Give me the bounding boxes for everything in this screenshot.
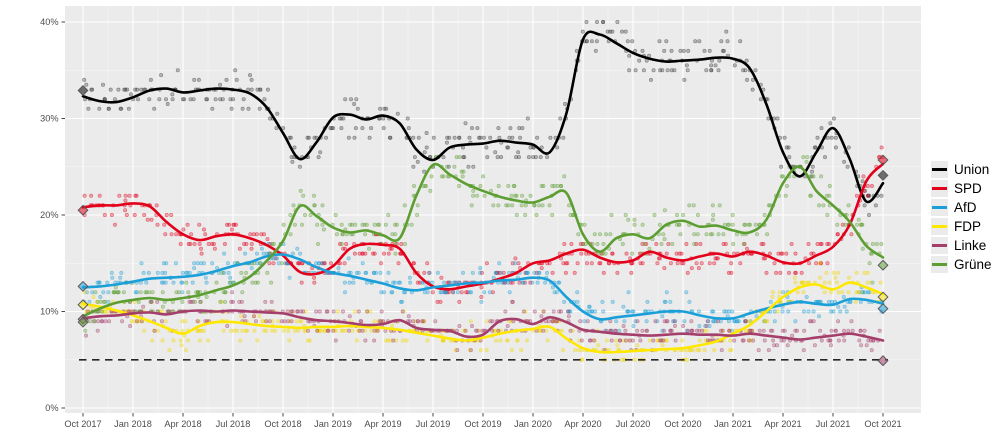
x-tick-label: Jul 2018: [216, 419, 251, 429]
legend-item-spd: SPD: [931, 179, 992, 198]
legend-key-line-icon: [932, 187, 947, 190]
x-tick-label: Jul 2020: [616, 419, 651, 429]
gridlines: [65, 6, 921, 413]
election-result-marker-grüne-2021: [877, 259, 889, 271]
legend-key-spd: [931, 180, 948, 197]
x-axis: Oct 2017 Jan 2018 Apr 2018 Jul 2018 Oct 2018…: [64, 413, 902, 429]
election-result-marker-afd-2017: [77, 280, 89, 292]
x-tick-label: Apr 2018: [164, 419, 201, 429]
x-tick-label: Jan 2020: [514, 419, 552, 429]
y-tick-label: 20%: [40, 210, 58, 220]
y-tick-label: 0%: [45, 403, 58, 413]
legend-key-line-icon: [932, 206, 947, 209]
legend-label: SPD: [954, 180, 982, 196]
legend-label: AfD: [954, 199, 977, 215]
election-result-marker-spd-2021: [877, 154, 889, 166]
y-axis: 0% 10% 20% 30% 40%: [40, 17, 65, 413]
legend-item-afd: AfD: [931, 198, 992, 217]
legend-item-fdp: FDP: [931, 217, 992, 236]
x-tick-label: Jan 2019: [314, 419, 352, 429]
x-tick-label: Jan 2021: [714, 419, 752, 429]
y-tick-label: 30%: [40, 114, 58, 124]
election-result-marker-fdp-2017: [77, 299, 89, 311]
legend-label: FDP: [954, 218, 981, 234]
legend-key-line-icon: [932, 168, 947, 171]
trend-line-linke: [81, 309, 885, 342]
legend: Union SPD AfD FDP Linke Grüne: [931, 160, 992, 274]
legend-key-linke: [931, 237, 948, 254]
legend-key-grüne: [931, 256, 948, 273]
x-tick-label: Oct 2019: [464, 419, 501, 429]
trend-line-fdp: [81, 281, 885, 354]
election-result-marker-union-2021: [877, 169, 889, 181]
election-result-marker-linke-2021: [877, 355, 889, 367]
x-tick-label: Apr 2021: [764, 419, 801, 429]
legend-label: Linke: [954, 237, 987, 253]
x-tick-label: Jul 2021: [816, 419, 851, 429]
plot-panel: [65, 6, 921, 413]
election-result-marker-fdp-2021: [877, 291, 889, 303]
legend-key-line-icon: [932, 244, 947, 247]
legend-key-fdp: [931, 218, 948, 235]
x-tick-label: Apr 2019: [364, 419, 401, 429]
legend-item-union: Union: [931, 160, 992, 179]
x-tick-label: Oct 2021: [864, 419, 901, 429]
x-tick-label: Oct 2017: [64, 419, 101, 429]
legend-item-grüne: Grüne: [931, 255, 992, 274]
x-tick-label: Oct 2018: [264, 419, 301, 429]
legend-item-linke: Linke: [931, 236, 992, 255]
x-tick-label: Apr 2020: [564, 419, 601, 429]
election-result-marker-union-2017: [77, 84, 89, 97]
x-tick-label: Oct 2020: [664, 419, 701, 429]
trend-line-union: [81, 30, 885, 204]
legend-label: Grüne: [954, 256, 992, 272]
legend-key-union: [931, 161, 948, 178]
x-tick-label: Jul 2019: [416, 419, 451, 429]
election-result-marker-spd-2017: [77, 204, 89, 216]
trend-line-grüne: [81, 162, 885, 318]
election-result-marker-grüne-2017: [77, 316, 89, 328]
y-tick-label: 10%: [40, 307, 58, 317]
y-tick-label: 40%: [40, 17, 58, 27]
election-result-marker-afd-2021: [877, 303, 889, 315]
x-tick-label: Jan 2018: [114, 419, 152, 429]
legend-key-line-icon: [932, 263, 947, 266]
legend-key-afd: [931, 199, 948, 216]
legend-key-line-icon: [932, 225, 947, 228]
trend-line-afd: [81, 253, 885, 321]
legend-label: Union: [954, 161, 990, 177]
